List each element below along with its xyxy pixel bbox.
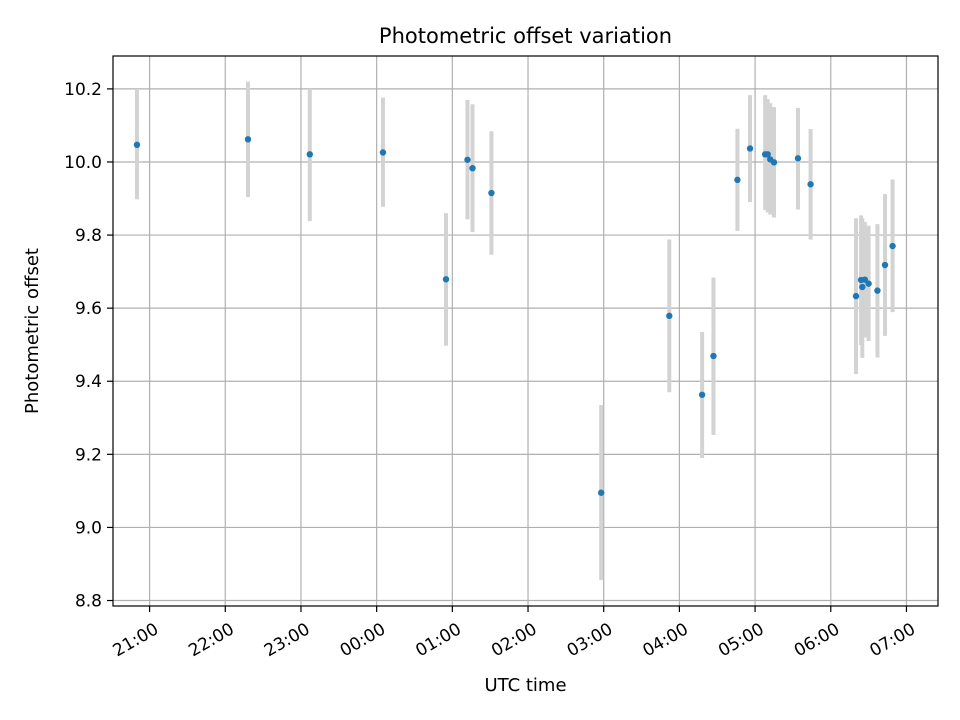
data-point [488, 189, 495, 197]
plot-area [113, 56, 938, 606]
data-point [865, 280, 872, 287]
data-point [442, 276, 450, 283]
y-tick-label: 8.8 [75, 592, 102, 612]
data-point [710, 352, 717, 360]
data-point [464, 156, 471, 163]
data-point [306, 151, 313, 158]
data-point [734, 176, 741, 184]
grid-lines [113, 56, 938, 606]
data-point [133, 141, 141, 149]
data-points [133, 136, 896, 496]
y-tick-label: 9.4 [75, 372, 102, 392]
data-point [852, 292, 860, 300]
y-tick-label: 10.0 [64, 153, 102, 173]
data-point [861, 276, 869, 283]
y-tick-label: 9.0 [75, 518, 102, 538]
data-point [881, 261, 889, 269]
y-tick-label: 9.2 [75, 445, 102, 465]
data-point [807, 181, 814, 188]
x-axis-label: UTC time [484, 675, 566, 696]
y-tick-label: 10.2 [64, 80, 102, 100]
data-point [379, 149, 387, 156]
plot-frame [112, 55, 939, 607]
y-axis-label: Photometric offset [22, 248, 43, 414]
data-point [874, 287, 881, 294]
data-point [666, 312, 673, 320]
data-point [770, 159, 778, 166]
data-point [794, 155, 802, 162]
data-point [698, 391, 706, 398]
data-point [859, 283, 866, 291]
data-point [764, 151, 771, 158]
data-point [469, 164, 476, 172]
y-tick-label: 9.6 [75, 299, 102, 319]
y-tick-label: 9.8 [75, 226, 102, 246]
data-point [597, 489, 605, 496]
chart-title: Photometric offset variation [379, 24, 672, 48]
data-point [244, 136, 252, 143]
data-point [889, 242, 896, 250]
data-point [746, 145, 754, 152]
